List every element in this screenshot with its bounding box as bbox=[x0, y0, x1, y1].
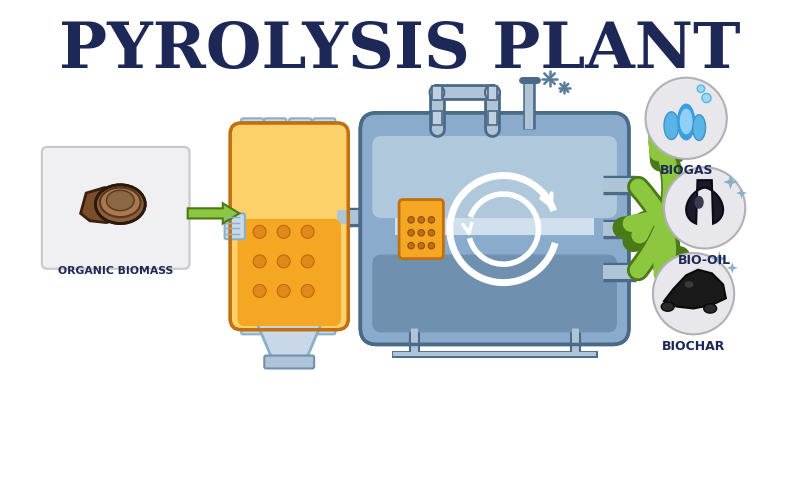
FancyBboxPatch shape bbox=[372, 254, 617, 333]
Circle shape bbox=[408, 216, 414, 223]
Circle shape bbox=[653, 253, 734, 334]
FancyBboxPatch shape bbox=[42, 147, 190, 269]
Circle shape bbox=[418, 216, 425, 223]
Circle shape bbox=[278, 226, 290, 238]
FancyBboxPatch shape bbox=[242, 118, 263, 334]
Circle shape bbox=[254, 226, 266, 238]
Polygon shape bbox=[664, 112, 678, 140]
Circle shape bbox=[302, 255, 314, 268]
Circle shape bbox=[664, 167, 746, 249]
Circle shape bbox=[702, 94, 711, 103]
Polygon shape bbox=[664, 270, 726, 309]
FancyBboxPatch shape bbox=[264, 118, 286, 334]
Circle shape bbox=[254, 255, 266, 268]
Ellipse shape bbox=[704, 304, 717, 313]
Ellipse shape bbox=[95, 185, 146, 224]
Circle shape bbox=[646, 78, 726, 159]
Ellipse shape bbox=[694, 196, 704, 209]
Circle shape bbox=[418, 229, 425, 236]
FancyBboxPatch shape bbox=[264, 356, 314, 369]
Circle shape bbox=[485, 85, 500, 100]
FancyBboxPatch shape bbox=[399, 200, 443, 259]
Ellipse shape bbox=[684, 281, 694, 288]
Polygon shape bbox=[736, 188, 747, 199]
FancyBboxPatch shape bbox=[488, 111, 497, 125]
Polygon shape bbox=[188, 203, 239, 224]
Circle shape bbox=[278, 285, 290, 298]
FancyBboxPatch shape bbox=[432, 111, 442, 125]
Text: BIOCHAR: BIOCHAR bbox=[662, 340, 726, 353]
FancyBboxPatch shape bbox=[372, 136, 617, 218]
Polygon shape bbox=[726, 262, 738, 274]
Circle shape bbox=[302, 285, 314, 298]
FancyBboxPatch shape bbox=[360, 113, 629, 345]
Circle shape bbox=[430, 85, 444, 100]
Polygon shape bbox=[81, 188, 129, 223]
Circle shape bbox=[418, 242, 425, 249]
Ellipse shape bbox=[100, 188, 141, 217]
Text: PYROLYSIS PLANT: PYROLYSIS PLANT bbox=[59, 21, 741, 82]
Polygon shape bbox=[723, 175, 738, 190]
Circle shape bbox=[428, 216, 434, 223]
Ellipse shape bbox=[106, 190, 134, 211]
Circle shape bbox=[408, 229, 414, 236]
FancyBboxPatch shape bbox=[488, 86, 497, 100]
Polygon shape bbox=[686, 180, 723, 224]
Text: ORGANIC BIOMASS: ORGANIC BIOMASS bbox=[58, 265, 174, 276]
FancyBboxPatch shape bbox=[225, 214, 245, 239]
Polygon shape bbox=[680, 108, 693, 134]
FancyBboxPatch shape bbox=[290, 118, 311, 334]
Circle shape bbox=[278, 255, 290, 268]
Ellipse shape bbox=[662, 302, 674, 311]
FancyBboxPatch shape bbox=[230, 123, 348, 330]
Circle shape bbox=[408, 242, 414, 249]
Circle shape bbox=[428, 229, 434, 236]
Polygon shape bbox=[677, 104, 695, 141]
Text: BIO-OIL: BIO-OIL bbox=[678, 254, 731, 267]
Polygon shape bbox=[712, 251, 726, 266]
FancyBboxPatch shape bbox=[432, 86, 442, 100]
Text: BIOGAS: BIOGAS bbox=[659, 165, 713, 178]
FancyBboxPatch shape bbox=[314, 118, 335, 334]
Polygon shape bbox=[693, 115, 706, 141]
FancyBboxPatch shape bbox=[395, 218, 594, 235]
Circle shape bbox=[302, 226, 314, 238]
Circle shape bbox=[698, 85, 705, 93]
Circle shape bbox=[254, 285, 266, 298]
Polygon shape bbox=[255, 319, 323, 360]
Circle shape bbox=[428, 242, 434, 249]
FancyBboxPatch shape bbox=[238, 219, 341, 326]
